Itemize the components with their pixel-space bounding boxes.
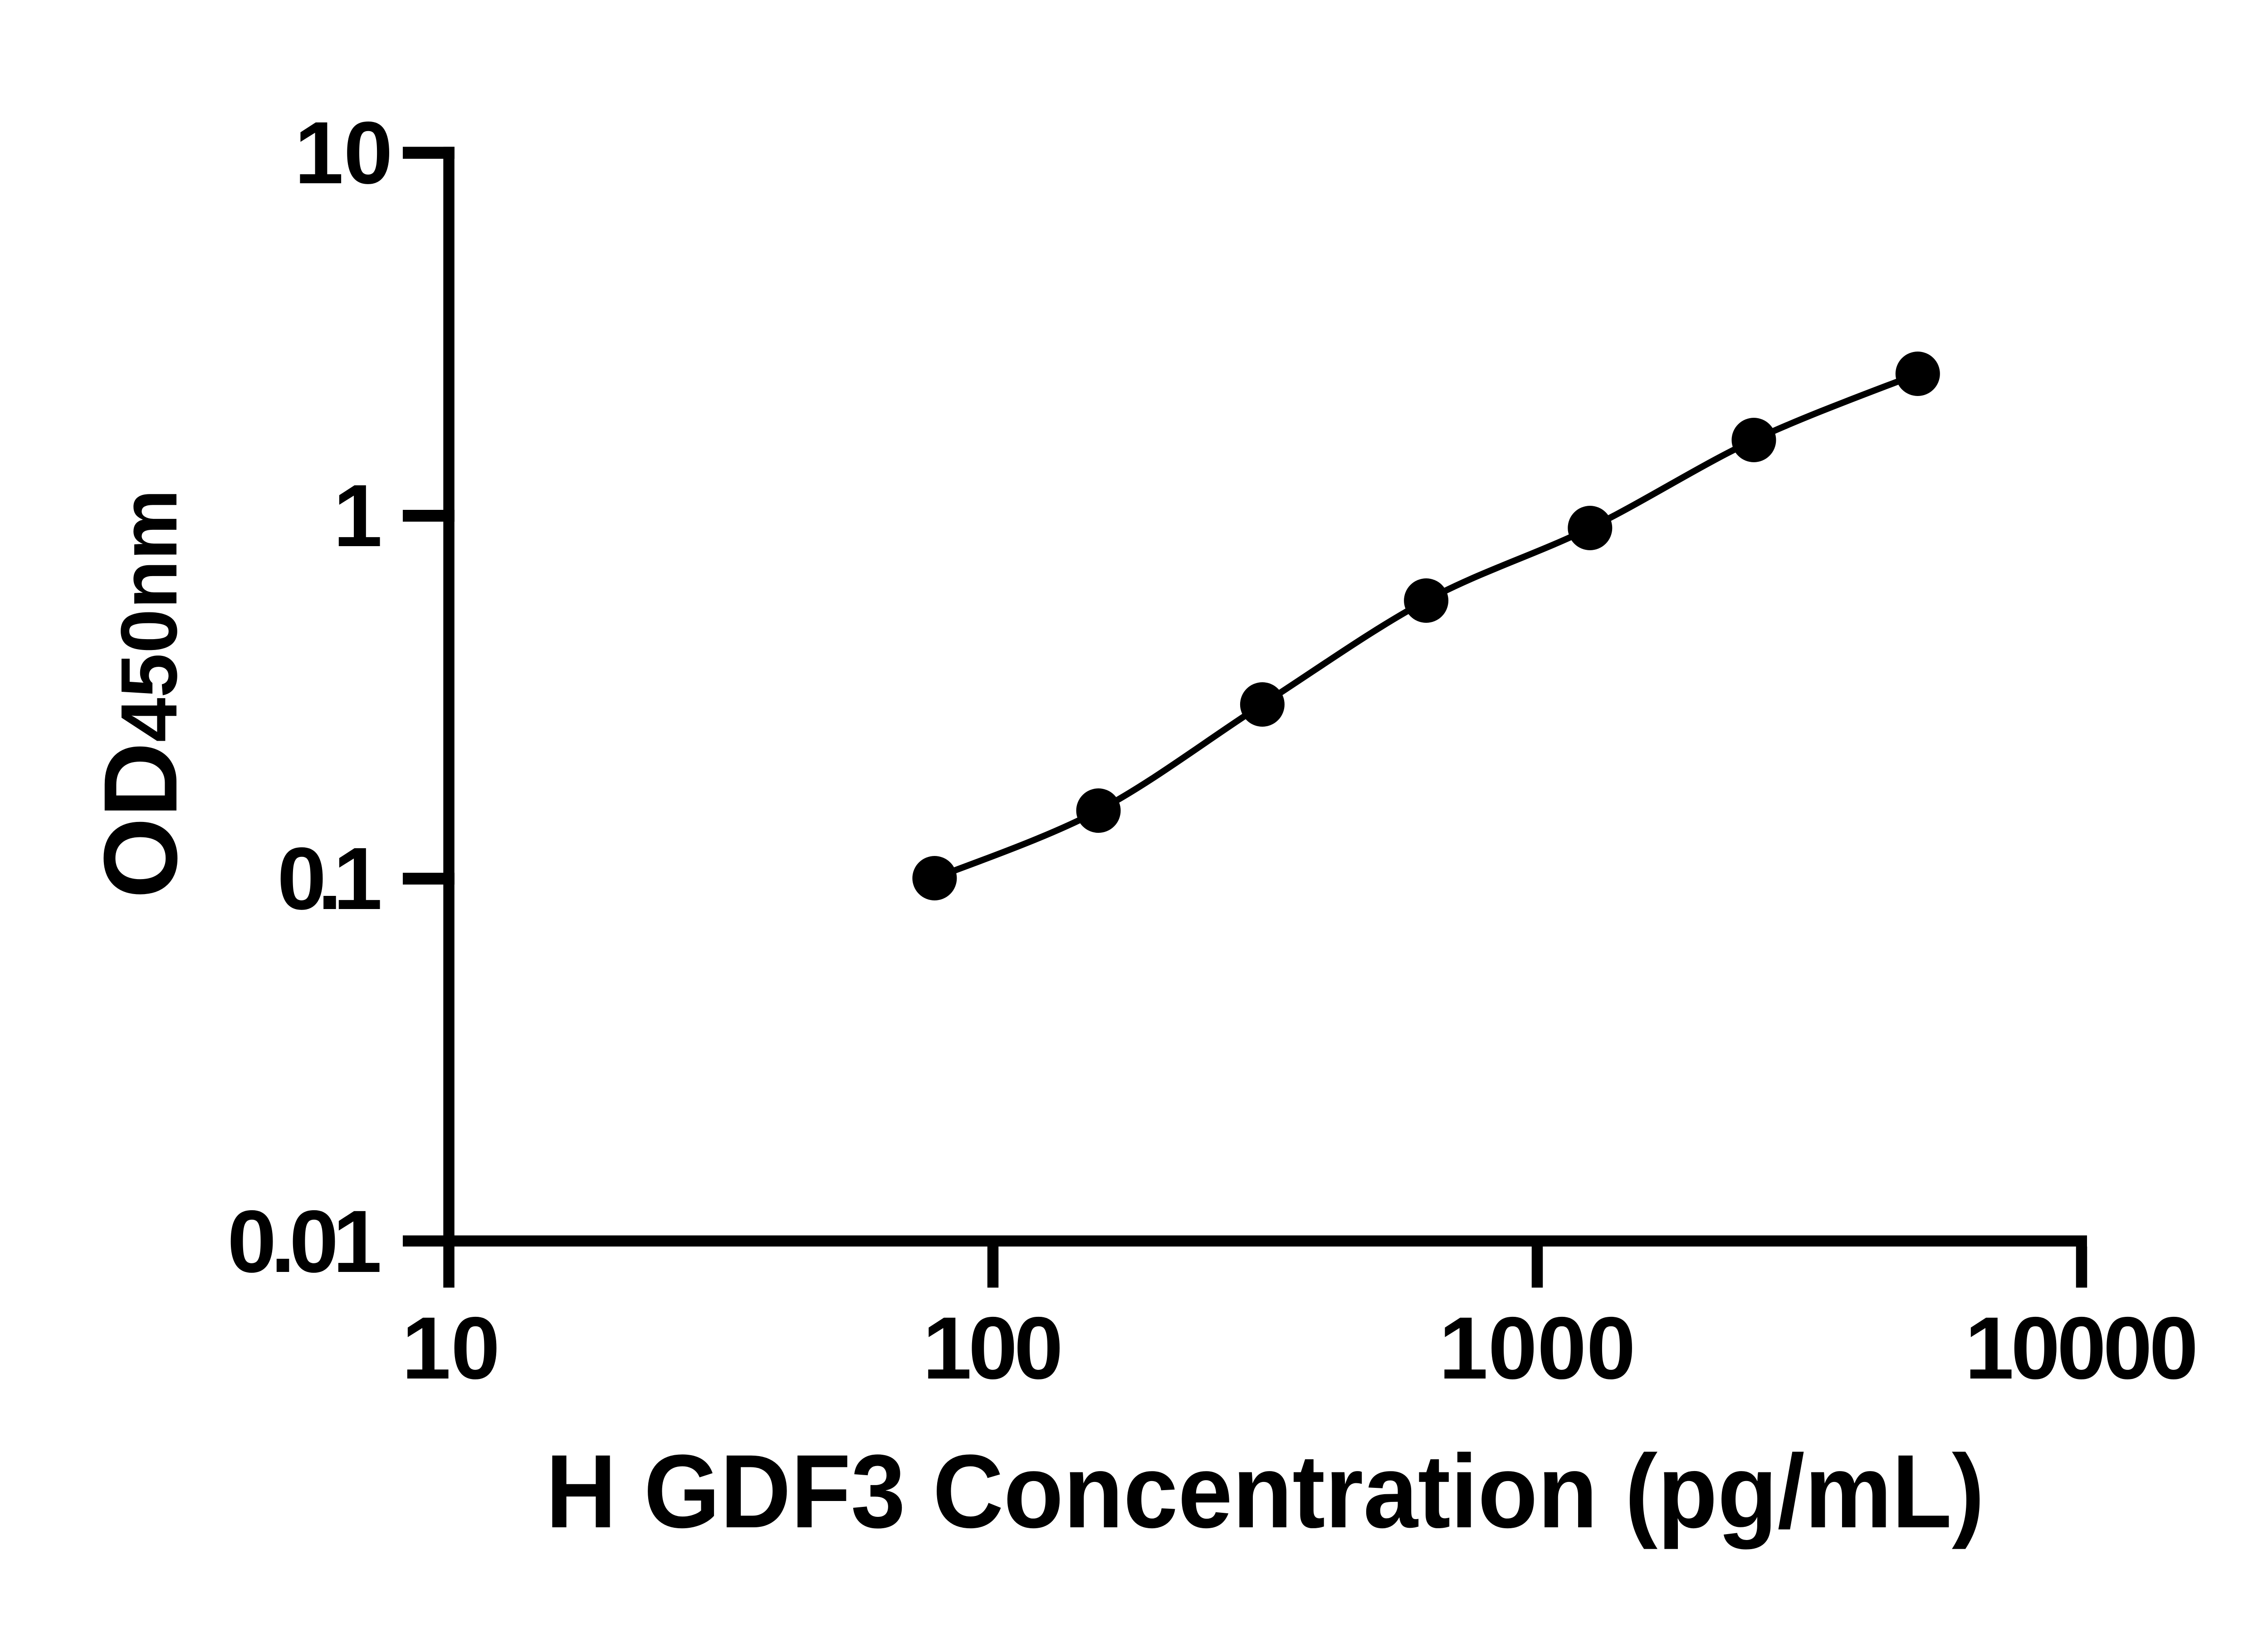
svg-text:10: 10 bbox=[402, 1299, 500, 1398]
svg-text:1: 1 bbox=[333, 466, 382, 565]
svg-text:OD450nm: OD450nm bbox=[82, 489, 199, 899]
svg-text:10000: 10000 bbox=[1965, 1299, 2199, 1398]
svg-text:H GDF3 Concentration (pg/mL): H GDF3 Concentration (pg/mL) bbox=[546, 1433, 1984, 1550]
svg-text:1000: 1000 bbox=[1439, 1299, 1636, 1398]
svg-text:0.01: 0.01 bbox=[227, 1192, 382, 1291]
svg-text:0.1: 0.1 bbox=[277, 829, 382, 928]
svg-text:100: 100 bbox=[923, 1299, 1063, 1398]
svg-text:10: 10 bbox=[294, 103, 393, 202]
